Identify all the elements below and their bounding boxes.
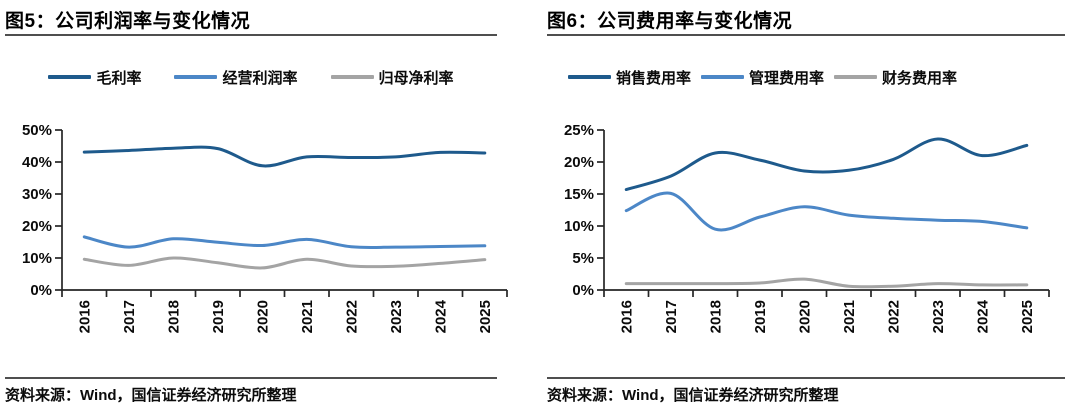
svg-text:2022: 2022 xyxy=(343,300,360,333)
legend-label: 管理费用率 xyxy=(749,69,825,87)
svg-text:2018: 2018 xyxy=(165,300,182,333)
legend-label: 销售费用率 xyxy=(616,69,692,87)
figure-title: 图6：公司费用率与变化情况 xyxy=(547,11,793,32)
legend-label: 经营利润率 xyxy=(222,69,298,87)
legend-label: 财务费用率 xyxy=(882,69,958,87)
svg-text:2025: 2025 xyxy=(1019,300,1036,333)
source-divider xyxy=(547,377,1065,379)
svg-text:10%: 10% xyxy=(22,250,52,267)
svg-text:2019: 2019 xyxy=(752,300,769,333)
legend-item-gross-margin: 毛利率 xyxy=(48,67,141,88)
legend-item-net-margin: 归母净利率 xyxy=(330,67,454,88)
svg-text:40%: 40% xyxy=(22,154,52,171)
svg-text:2021: 2021 xyxy=(841,300,858,333)
legend-item-admin-expense: 管理费用率 xyxy=(701,67,824,88)
legend-label: 毛利率 xyxy=(96,69,142,87)
source-note: 资料来源：Wind，国信证券经济研究所整理 xyxy=(5,387,297,404)
legend-item-operating-margin: 经营利润率 xyxy=(174,67,298,88)
svg-text:10%: 10% xyxy=(564,218,594,235)
expense-ratio-line-chart: 0% 5% 10% 15% 20% 25% 2016 2017 2018 2019 2020 2021… xyxy=(564,122,1050,333)
svg-text:2022: 2022 xyxy=(885,300,902,333)
figure-panel-profit-margin: 图5：公司利润率与变化情况 毛利率 经营利润率 归母净利率 0% 10% 20% 30… xyxy=(5,0,508,414)
svg-text:2021: 2021 xyxy=(299,300,316,333)
svg-text:15%: 15% xyxy=(564,186,594,203)
svg-text:50%: 50% xyxy=(22,122,52,139)
svg-text:2016: 2016 xyxy=(76,300,93,333)
svg-text:2017: 2017 xyxy=(663,300,680,333)
legend-item-selling-expense: 销售费用率 xyxy=(568,67,691,88)
legend-label: 归母净利率 xyxy=(378,69,454,87)
svg-text:2024: 2024 xyxy=(974,299,991,333)
title-divider xyxy=(5,34,497,36)
title-divider xyxy=(547,34,1065,36)
svg-text:2020: 2020 xyxy=(796,300,813,333)
svg-text:0%: 0% xyxy=(572,282,594,299)
svg-text:2025: 2025 xyxy=(477,300,494,333)
svg-text:20%: 20% xyxy=(564,154,594,171)
svg-text:2018: 2018 xyxy=(707,300,724,333)
legend-line-swatch-icon xyxy=(48,75,92,79)
svg-text:2023: 2023 xyxy=(930,300,947,333)
chart-legend: 毛利率 经营利润率 归母净利率 xyxy=(5,63,497,91)
figure-title: 图5：公司利润率与变化情况 xyxy=(5,11,251,32)
source-divider xyxy=(5,377,497,379)
svg-text:5%: 5% xyxy=(572,250,594,267)
svg-text:2016: 2016 xyxy=(618,300,635,333)
svg-text:2017: 2017 xyxy=(121,300,138,333)
legend-line-swatch-icon xyxy=(834,75,878,79)
profit-margin-line-chart: 0% 10% 20% 30% 40% 50% 2016 2017 2018 2019 2020 202… xyxy=(22,122,508,333)
source-note: 资料来源：Wind，国信证券经济研究所整理 xyxy=(547,387,839,404)
svg-text:2020: 2020 xyxy=(254,300,271,333)
svg-text:25%: 25% xyxy=(564,122,594,139)
figure-panel-expense-ratio: 图6：公司费用率与变化情况 销售费用率 管理费用率 财务费用率 0% 5% 10% 1… xyxy=(547,0,1065,414)
legend-line-swatch-icon xyxy=(174,75,218,79)
svg-text:2019: 2019 xyxy=(210,300,227,333)
svg-text:2024: 2024 xyxy=(432,299,449,333)
chart-legend: 销售费用率 管理费用率 财务费用率 xyxy=(547,63,1065,91)
legend-line-swatch-icon xyxy=(568,75,611,79)
svg-text:2023: 2023 xyxy=(388,300,405,333)
legend-line-swatch-icon xyxy=(330,75,374,79)
svg-text:30%: 30% xyxy=(22,186,52,203)
svg-text:20%: 20% xyxy=(22,218,52,235)
legend-line-swatch-icon xyxy=(701,75,745,79)
legend-item-finance-expense: 财务费用率 xyxy=(834,67,957,88)
svg-text:0%: 0% xyxy=(30,282,52,299)
